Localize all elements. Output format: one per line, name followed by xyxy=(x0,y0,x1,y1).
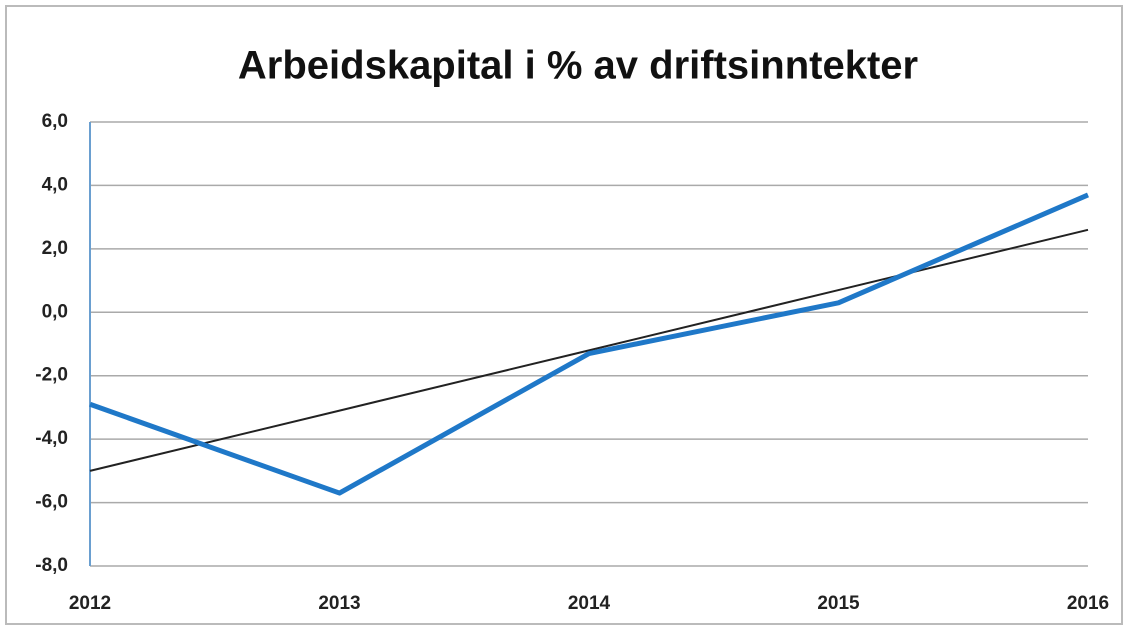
x-tick-label: 2015 xyxy=(817,593,860,614)
x-tick-label: 2014 xyxy=(568,593,611,614)
data-line xyxy=(89,192,1089,496)
chart-title: Arbeidskapital i % av driftsinntekter xyxy=(238,44,918,88)
y-tick-label: -2,0 xyxy=(35,365,68,386)
y-tick-label: -4,0 xyxy=(35,428,68,449)
y-tick-label: -6,0 xyxy=(35,492,68,513)
trend-line xyxy=(89,228,1089,472)
y-tick-label: -8,0 xyxy=(35,555,68,576)
chart-frame xyxy=(5,5,1123,625)
y-tick-label: 2,0 xyxy=(42,238,68,259)
x-tick-label: 2012 xyxy=(69,593,111,614)
y-tick-label: 4,0 xyxy=(42,174,68,195)
x-tick-label: 2013 xyxy=(318,593,360,614)
x-tick-label: 2016 xyxy=(1067,593,1109,614)
y-tick-label: 6,0 xyxy=(42,111,68,132)
y-tick-label: 0,0 xyxy=(42,301,68,322)
